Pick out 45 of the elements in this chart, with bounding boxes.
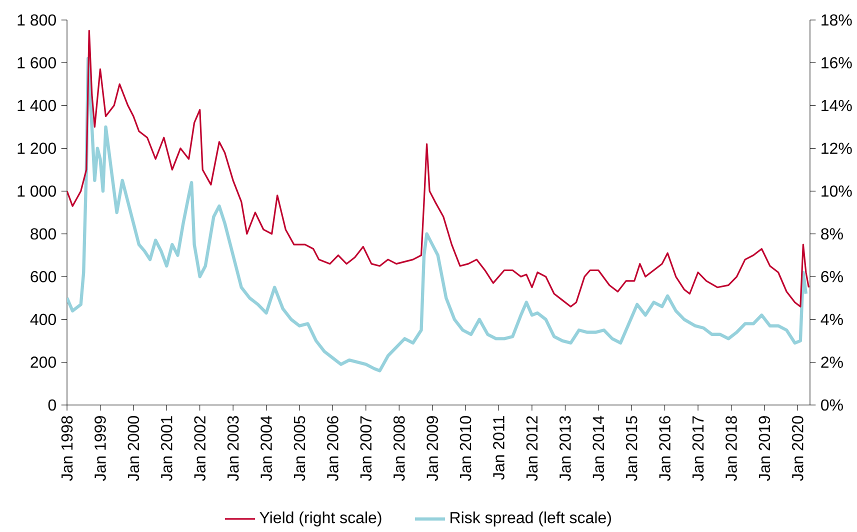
y2-tick-label: 10% xyxy=(822,185,852,197)
x-tick-label: Jan 2013 xyxy=(560,416,571,481)
y2-tick-label: 16% xyxy=(822,57,852,68)
y2-tick-label: 18% xyxy=(822,14,852,26)
x-tick-label: Jan 2017 xyxy=(692,416,704,481)
y2-tick-label: 12% xyxy=(822,142,852,154)
y-tick-label: 600 xyxy=(30,271,56,282)
y2-tick-label: 6% xyxy=(821,271,843,282)
x-tick-label: Jan 2000 xyxy=(128,416,140,481)
x-tick-label: Jan 2003 xyxy=(227,416,239,481)
x-tick-label: Jan 2010 xyxy=(460,416,472,481)
y2-tick-label: 0% xyxy=(821,399,843,411)
y-tick-label: 1 200 xyxy=(18,142,56,154)
x-tick-label: Jan 1998 xyxy=(61,416,73,481)
y-tick-label: 1 000 xyxy=(18,185,56,197)
y2-tick-label: 8% xyxy=(821,228,843,240)
x-tick-label: Jan 2004 xyxy=(260,416,272,481)
y-tick-label: 1 600 xyxy=(18,57,56,68)
x-tick-label: Jan 2016 xyxy=(659,416,670,481)
x-tick-label: Jan 2002 xyxy=(194,416,206,481)
x-tick-label: Jan 2001 xyxy=(160,416,172,481)
legend-label: Risk spread (left scale) xyxy=(450,512,611,526)
x-tick-label: Jan 2007 xyxy=(360,416,372,481)
x-tick-label: Jan 2008 xyxy=(393,416,405,481)
y-tick-label: 1 400 xyxy=(18,100,56,112)
y-tick-label: 800 xyxy=(30,228,56,240)
x-tick-label: Jan 2019 xyxy=(758,416,770,481)
x-tick-label: Jan 2015 xyxy=(626,416,638,481)
x-tick-label: Jan 2005 xyxy=(294,416,306,481)
x-tick-label: Jan 2012 xyxy=(526,416,538,481)
y2-tick-label: 2% xyxy=(821,356,843,368)
y-tick-label: 1 800 xyxy=(18,14,56,26)
x-tick-label: Jan 2006 xyxy=(327,416,338,481)
legend-label: Yield (right scale) xyxy=(260,512,382,526)
x-tick-label: Jan 2018 xyxy=(726,416,737,481)
y-tick-label: 0 xyxy=(48,399,56,411)
y-tick-label: 200 xyxy=(30,356,56,368)
x-tick-label: Jan 2014 xyxy=(592,416,604,481)
y2-tick-label: 4% xyxy=(820,314,843,326)
x-tick-label: Jan 1999 xyxy=(94,416,106,481)
x-tick-label: Jan 2020 xyxy=(792,416,804,481)
y2-tick-label: 14% xyxy=(822,100,852,112)
y-tick-label: 400 xyxy=(30,314,56,326)
x-tick-label: Jan 2011 xyxy=(493,416,504,480)
x-tick-label: Jan 2009 xyxy=(426,416,438,481)
